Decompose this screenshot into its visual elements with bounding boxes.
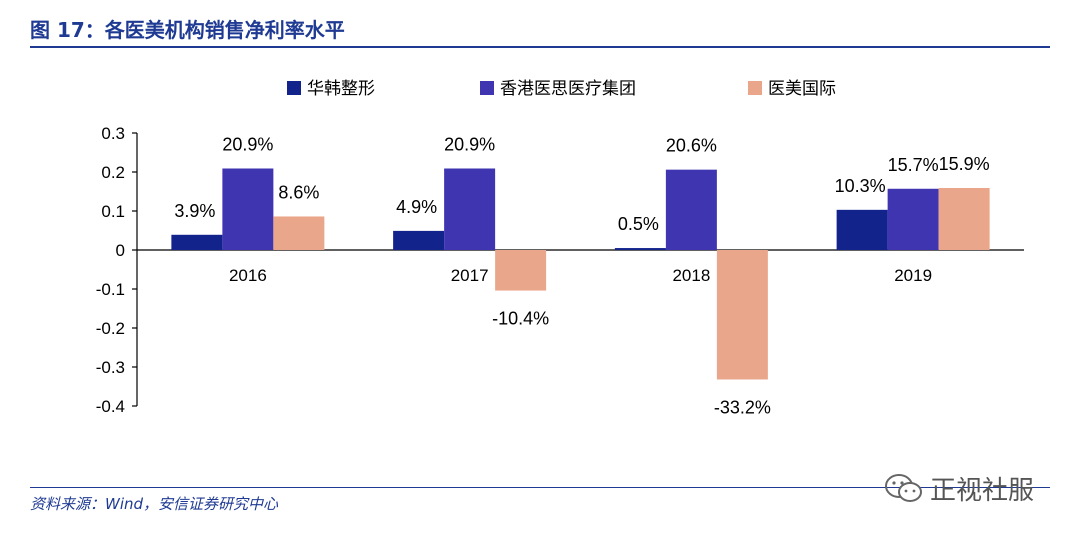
legend-swatch [287, 81, 301, 95]
legend-swatch [748, 81, 762, 95]
x-tick-label: 2016 [229, 266, 267, 285]
data-label: -10.4% [492, 309, 549, 329]
bar-group [171, 168, 990, 380]
y-tick-label: -0.4 [96, 397, 125, 416]
y-tick-label: 0.3 [101, 124, 125, 143]
data-label: -33.2% [714, 397, 771, 417]
source-divider [30, 487, 1050, 488]
data-label: 15.7% [888, 155, 939, 175]
y-tick-label: -0.1 [96, 280, 125, 299]
y-tick-label: 0.2 [101, 163, 125, 182]
y-tick-label: -0.3 [96, 358, 125, 377]
data-label: 20.9% [222, 134, 273, 154]
data-label: 20.6% [666, 136, 717, 156]
watermark: 正视社服 [884, 470, 1034, 507]
legend-label: 香港医思医疗集团 [500, 79, 636, 99]
legend-swatch [480, 81, 494, 95]
x-tick-label: 2018 [672, 266, 710, 285]
x-tick-label: 2017 [451, 266, 489, 285]
bar [222, 168, 274, 250]
data-label: 10.3% [835, 176, 886, 196]
bar-chart: 华韩整形 香港医思医疗集团 医美国际 0.3 0.2 0.1 0 -0.1 -0.2 -0.3 -… [96, 79, 1024, 417]
bar [393, 230, 445, 250]
legend-label: 华韩整形 [307, 79, 375, 99]
watermark-text: 正视社服 [930, 476, 1035, 506]
data-label: 15.9% [939, 154, 990, 174]
bar [444, 168, 496, 250]
source-note: 资料来源：Wind，安信证券研究中心 [30, 495, 279, 513]
chart-legend: 华韩整形 香港医思医疗集团 医美国际 [287, 79, 836, 99]
wechat-icon [885, 473, 922, 502]
bar [887, 188, 939, 250]
data-label: 3.9% [174, 201, 215, 221]
bar [273, 216, 325, 250]
bar [614, 248, 666, 250]
y-tick-label: -0.2 [96, 319, 125, 338]
bar [495, 250, 547, 291]
data-label: 0.5% [618, 214, 659, 234]
y-tick-label: 0.1 [101, 202, 125, 221]
bar [171, 234, 223, 250]
bar [836, 209, 888, 250]
data-label: 8.6% [278, 182, 319, 202]
title-divider [30, 46, 1050, 48]
figure-title: 图 17：各医美机构销售净利率水平 [30, 18, 345, 42]
y-tick-label: 0 [116, 241, 125, 260]
bar [938, 187, 990, 250]
bar [665, 169, 717, 250]
data-label: 4.9% [396, 197, 437, 217]
data-label: 20.9% [444, 134, 495, 154]
x-tick-label: 2019 [894, 266, 932, 285]
data-labels: 3.9% 20.9% 8.6% 2016 4.9% 20.9% -10.4% 2017 0.5%… [174, 134, 989, 417]
bar [716, 250, 768, 380]
legend-label: 医美国际 [768, 79, 836, 99]
